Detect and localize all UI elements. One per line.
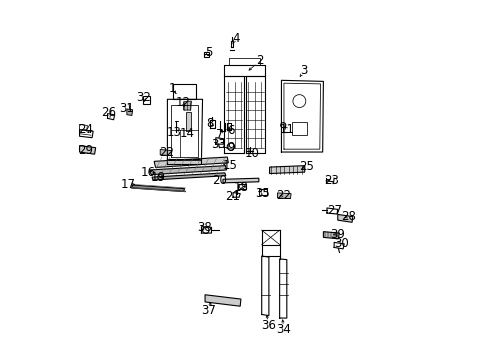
Text: 6: 6 (226, 124, 234, 137)
Text: 27: 27 (326, 204, 341, 217)
Polygon shape (154, 157, 228, 167)
Polygon shape (126, 109, 132, 116)
Text: 8: 8 (205, 117, 213, 130)
Polygon shape (223, 178, 258, 183)
Text: 35: 35 (255, 187, 269, 200)
Polygon shape (80, 145, 96, 154)
Polygon shape (323, 231, 339, 239)
Polygon shape (186, 112, 190, 131)
Polygon shape (269, 166, 304, 174)
Text: 12: 12 (175, 96, 190, 109)
Polygon shape (149, 166, 226, 175)
Text: 36: 36 (261, 319, 276, 332)
Text: 1: 1 (168, 82, 176, 95)
Text: 2: 2 (256, 54, 263, 67)
Polygon shape (131, 185, 184, 192)
Text: 7: 7 (216, 127, 224, 141)
Text: 31: 31 (119, 102, 134, 115)
Text: 17: 17 (120, 178, 135, 191)
Text: 4: 4 (232, 32, 240, 45)
Text: 18: 18 (233, 181, 248, 194)
Text: 22: 22 (159, 145, 173, 158)
Text: 3: 3 (299, 64, 307, 77)
Text: 33: 33 (211, 138, 225, 151)
Text: 14: 14 (179, 127, 194, 140)
Text: 21: 21 (225, 190, 240, 203)
Text: 10: 10 (244, 147, 259, 159)
Bar (143, 96, 149, 104)
Text: 34: 34 (276, 323, 291, 336)
Text: 23: 23 (323, 174, 338, 187)
Text: 15: 15 (222, 159, 237, 172)
Polygon shape (160, 149, 172, 156)
Text: 19: 19 (150, 171, 165, 184)
Polygon shape (204, 295, 241, 306)
Text: 32: 32 (136, 91, 151, 104)
Text: 20: 20 (211, 174, 226, 186)
Polygon shape (277, 193, 290, 199)
Text: 26: 26 (101, 106, 116, 119)
Bar (291, 122, 306, 135)
Text: 22: 22 (276, 189, 291, 202)
Text: 11: 11 (280, 123, 294, 136)
Polygon shape (152, 173, 225, 180)
Bar (203, 51, 208, 57)
Polygon shape (183, 101, 191, 110)
Text: 30: 30 (334, 237, 349, 250)
Text: 28: 28 (340, 210, 355, 223)
Bar (238, 184, 245, 189)
Text: 16: 16 (140, 166, 155, 179)
Text: 24: 24 (79, 122, 93, 136)
Text: 25: 25 (298, 160, 313, 173)
Text: 5: 5 (204, 46, 212, 59)
Text: 9: 9 (226, 141, 234, 154)
Text: 13: 13 (167, 126, 182, 139)
Text: 38: 38 (197, 221, 211, 234)
Text: 37: 37 (201, 305, 216, 318)
Text: 29: 29 (79, 144, 93, 157)
Bar (258, 189, 266, 195)
Text: 39: 39 (329, 228, 345, 241)
Polygon shape (337, 215, 352, 222)
